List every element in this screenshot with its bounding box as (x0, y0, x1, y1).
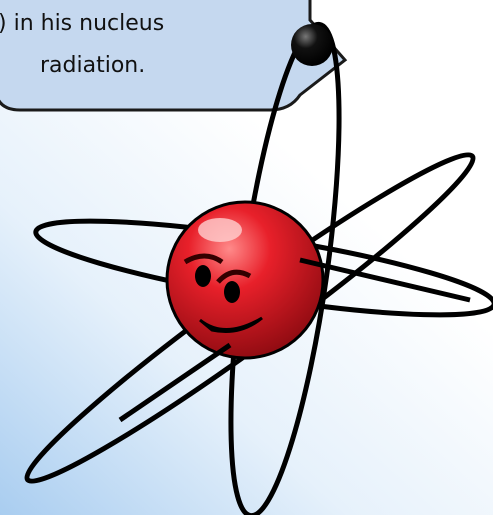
eye (224, 281, 240, 303)
callout-line: radiation. (40, 53, 145, 78)
electron (291, 24, 333, 66)
callout-line: ) in his nucleus (0, 11, 164, 36)
eye (195, 265, 211, 287)
illustration: ) in his nucleus radiation. (0, 0, 493, 515)
nucleus (167, 202, 323, 358)
highlight (198, 218, 242, 242)
page: {"callout": {"lines": [") in his nucleus… (0, 0, 493, 515)
